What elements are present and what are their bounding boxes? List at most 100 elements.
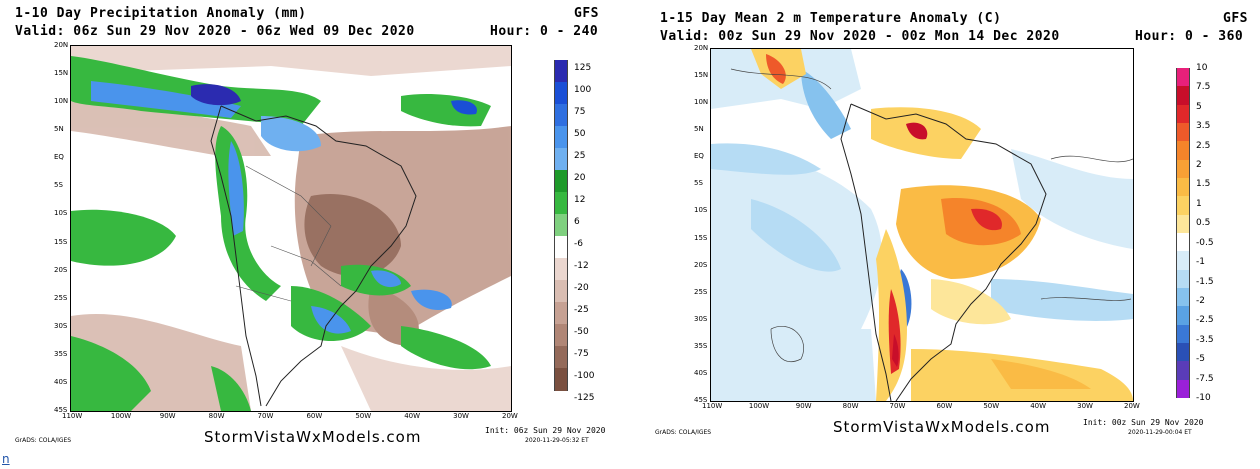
lon-tick-label: 20W xyxy=(1124,402,1140,410)
stray-glyph: n xyxy=(2,452,10,466)
precip-anomaly-panel: 1-10 Day Precipitation Anomaly (mm) Vali… xyxy=(0,0,610,450)
lat-tick-label: 10N xyxy=(54,97,69,106)
lat-tick-label: 15S xyxy=(694,233,708,242)
colorbar-label: 1 xyxy=(1196,198,1202,209)
colorbar-label: -125 xyxy=(574,393,595,403)
colorbar-swatch xyxy=(554,104,568,127)
colorbar-swatch xyxy=(554,346,568,369)
country-borders xyxy=(235,165,342,302)
colorbar-swatch xyxy=(1176,68,1190,87)
colorbar-label: 3.5 xyxy=(1196,121,1211,132)
lat-tick-label: 10S xyxy=(54,209,68,218)
colorbar-swatch xyxy=(1176,141,1190,161)
colorbar-swatch xyxy=(1176,214,1190,234)
colorbar-swatch xyxy=(1176,159,1190,179)
colorbar-swatch xyxy=(1176,269,1190,289)
colorbar-swatch xyxy=(1176,361,1190,381)
colorbar-swatch xyxy=(554,280,568,303)
colorbar-swatch xyxy=(1176,251,1190,271)
lat-tick-label: EQ xyxy=(694,152,704,161)
colorbar-swatch xyxy=(1176,178,1190,197)
colorbar-label: 50 xyxy=(574,129,586,139)
colorbar-label: 1.5 xyxy=(1196,179,1211,190)
lat-tick-label: EQ xyxy=(54,153,64,162)
lat-tick-label: 45S xyxy=(54,406,68,414)
precip-map-graphic xyxy=(71,46,511,411)
colorbar-label: -3.5 xyxy=(1196,334,1214,345)
colorbar-label: 0.5 xyxy=(1196,218,1211,229)
lon-tick-label: 80W xyxy=(208,412,225,420)
lon-tick-label: 50W xyxy=(355,412,372,420)
temp-brand: StormVistaWxModels.com xyxy=(833,418,1051,436)
colorbar-label: 7.5 xyxy=(1196,82,1211,93)
colorbar-swatch xyxy=(1176,86,1190,106)
colorbar-label: -2 xyxy=(1196,295,1205,306)
lon-tick-label: 70W xyxy=(257,412,274,420)
colorbar-swatch xyxy=(1176,306,1190,326)
lon-tick-label: 40W xyxy=(1030,402,1047,410)
lat-tick-label: 20N xyxy=(54,41,69,49)
lon-tick-label: 110W xyxy=(62,412,83,420)
lat-tick-label: 30S xyxy=(694,314,708,323)
lat-tick-label: 15S xyxy=(54,237,68,246)
lon-tick-label: 20W xyxy=(502,412,518,420)
lat-tick-label: 15N xyxy=(54,69,69,78)
precip-model-name: GFS xyxy=(574,6,599,21)
temp-anomaly-panel: 1-15 Day Mean 2 m Temperature Anomaly (C… xyxy=(640,0,1260,450)
colorbar-swatch xyxy=(1176,233,1190,252)
lat-tick-label: 5S xyxy=(54,181,63,190)
lat-tick-label: 20S xyxy=(54,265,68,274)
lat-tick-label: 10N xyxy=(694,98,709,107)
precip-valid-range: Valid: 06z Sun 29 Nov 2020 - 06z Wed 09 … xyxy=(15,24,415,39)
colorbar-label: -100 xyxy=(574,371,595,381)
temp-init-time: Init: 00z Sun 29 Nov 2020 xyxy=(1083,418,1204,427)
lat-tick-label: 40S xyxy=(54,377,68,386)
temp-model-name: GFS xyxy=(1223,11,1248,26)
colorbar-label: 6 xyxy=(574,217,580,227)
coastline xyxy=(840,103,1047,401)
colorbar-label: -1.5 xyxy=(1196,276,1214,287)
zero-contours xyxy=(730,68,1133,362)
lon-tick-label: 80W xyxy=(842,402,859,410)
lon-tick-label: 30W xyxy=(453,412,469,420)
lat-tick-label: 10S xyxy=(694,206,708,215)
lat-tick-label: 20S xyxy=(694,260,708,269)
colorbar-label: -2.5 xyxy=(1196,315,1214,326)
colorbar-label: -20 xyxy=(574,283,589,293)
colorbar-label: -6 xyxy=(574,239,583,249)
precip-generated-time: 2020-11-29-05:32 ET xyxy=(525,437,589,444)
lat-tick-label: 5N xyxy=(694,125,704,134)
colorbar-swatch xyxy=(554,324,568,347)
colorbar-swatch xyxy=(1176,324,1190,344)
temp-grads-credit: GrADS: COLA/IGES xyxy=(655,429,712,436)
colorbar-swatch xyxy=(1176,288,1190,307)
colorbar-label: 100 xyxy=(574,85,592,95)
colorbar-swatch xyxy=(554,368,568,391)
temp-anomaly-map xyxy=(710,48,1134,402)
precip-colorbar xyxy=(554,60,568,400)
precip-title: 1-10 Day Precipitation Anomaly (mm) xyxy=(15,6,307,21)
lon-tick-label: 60W xyxy=(306,412,323,420)
colorbar-label: 10 xyxy=(1196,63,1208,73)
colorbar-label: -1 xyxy=(1196,257,1205,268)
colorbar-swatch xyxy=(554,302,568,325)
colorbar-swatch xyxy=(1176,379,1190,399)
lon-tick-label: 60W xyxy=(936,402,953,410)
colorbar-label: 75 xyxy=(574,107,586,117)
lat-tick-label: 5N xyxy=(54,125,64,134)
colorbar-label: -0.5 xyxy=(1196,237,1214,248)
colorbar-swatch xyxy=(554,60,568,83)
lon-tick-label: 110W xyxy=(702,402,723,410)
coastline xyxy=(210,105,417,407)
colorbar-swatch xyxy=(554,214,568,237)
colorbar-label: -50 xyxy=(574,327,589,337)
colorbar-label: 2.5 xyxy=(1196,140,1211,151)
precip-init-time: Init: 06z Sun 29 Nov 2020 xyxy=(485,426,606,435)
lat-tick-label: 15N xyxy=(694,71,709,80)
wet-anomaly-areas xyxy=(71,56,491,411)
lat-tick-label: 25S xyxy=(54,293,68,302)
lat-tick-label: 30S xyxy=(54,321,68,330)
lat-tick-label: 20N xyxy=(694,44,709,52)
lon-tick-label: 70W xyxy=(889,402,906,410)
colorbar-swatch xyxy=(554,192,568,215)
